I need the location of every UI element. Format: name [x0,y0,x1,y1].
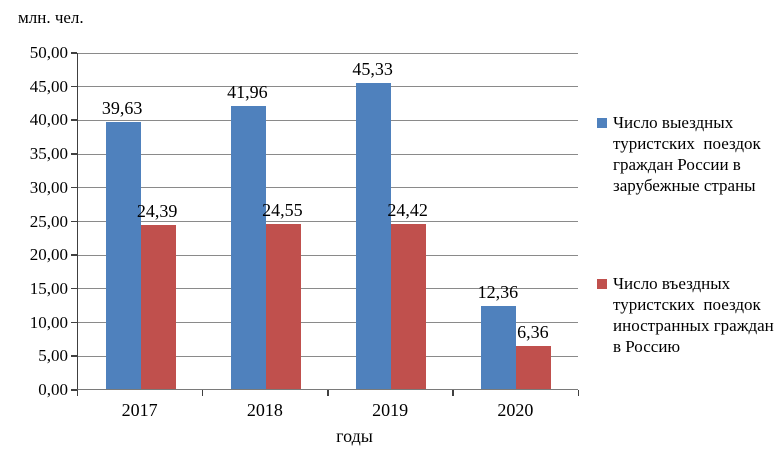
y-axis-tick-label: 50,00 [29,43,68,62]
bar-2017-series-0 [105,121,141,389]
y-axis-tick-mark [71,153,77,155]
bar-value-label: 39,63 [101,97,143,118]
y-axis-tick-mark [71,355,77,357]
legend-marker-icon [597,279,607,289]
bar-value-label: 6,36 [517,322,549,343]
gridline [78,288,578,290]
y-axis-tick-label: 10,00 [29,312,68,332]
y-axis-tick-label: 5,00 [38,346,68,366]
y-axis-tick-label: 40,00 [29,110,68,130]
bar-2019-series-0 [356,83,392,389]
legend-entry-line: Число выездных [613,113,734,132]
legend-entry-line: в Россию [613,337,681,356]
x-axis-category-label: 2019 [372,400,409,420]
bar-2017-series-1 [140,224,176,389]
gridline [78,187,578,189]
x-axis-tick-mark [201,390,204,396]
y-axis-tick-label: 20,00 [29,245,68,265]
y-axis-tick-mark [71,220,77,222]
y-axis-tick-label: 15,00 [29,278,68,298]
y-axis-tick-mark [71,254,77,256]
plot-area [77,52,578,390]
gridline [78,153,578,155]
y-axis-tick-mark [71,321,77,324]
gridline [78,322,578,324]
x-axis-category-label: 2018 [246,400,283,420]
y-axis-tick-label: 45,00 [29,76,68,96]
legend-entry: Число въездных туристских поездок иностран… [597,273,774,357]
legend-entry: Число выездных туристских поездок граждан … [597,112,761,196]
x-axis-title: годы [336,426,373,446]
bar-value-label: 41,96 [227,82,268,103]
bar-2020-series-0 [481,305,517,389]
legend-entry-line: зарубежные страны [613,176,756,195]
y-axis-tick-label: 30,00 [29,177,68,197]
legend-entry-line: туристских поездок [613,134,761,153]
x-axis-tick-mark [577,390,579,396]
gridline [78,119,578,121]
y-axis-tick-mark [71,52,77,54]
bar-2019-series-1 [391,224,427,389]
bar-value-label: 24,39 [136,200,178,221]
gridline [78,221,578,222]
y-axis-tick-label: 35,00 [29,144,68,164]
bar-2018-series-0 [230,106,266,389]
legend-entry-line: иностранных граждан [613,316,774,335]
legend-entry-label: Число выездных туристских поездок граждан … [613,112,761,196]
legend-marker-icon [597,118,607,128]
x-axis-category-label: 2020 [497,400,534,420]
gridline [78,52,578,54]
y-axis-tick-label: 25,00 [29,211,68,231]
bar-2018-series-1 [265,223,301,389]
gridline [78,355,578,357]
y-axis-tick-label: 0,00 [38,380,68,399]
y-axis-unit-label: млн. чел. [18,8,84,27]
gridline [78,86,578,88]
x-axis-tick-mark [452,390,454,396]
x-axis-tick-mark [76,390,78,396]
legend-entry-label: Число въездных туристских поездок иностран… [613,273,774,357]
y-axis-tick-mark [71,287,77,290]
x-axis-category-label: 2017 [121,400,158,420]
bar-value-label: 24,55 [262,199,303,220]
y-axis-tick-mark [71,186,77,189]
bar-value-label: 45,33 [352,59,393,80]
legend-entry-line: граждан России в [613,155,741,174]
bar-value-label: 12,36 [477,281,519,302]
y-axis-tick-mark [71,85,77,88]
legend-entry-line: туристских поездок [613,295,761,314]
gridline [78,254,578,256]
legend-entry-line: Число въездных [613,274,731,293]
x-axis-tick-mark [327,390,329,396]
y-axis-tick-mark [71,119,77,121]
bar-2020-series-1 [516,346,552,389]
bar-value-label: 24,42 [387,200,428,221]
y-axis-tick-mark [71,389,77,391]
